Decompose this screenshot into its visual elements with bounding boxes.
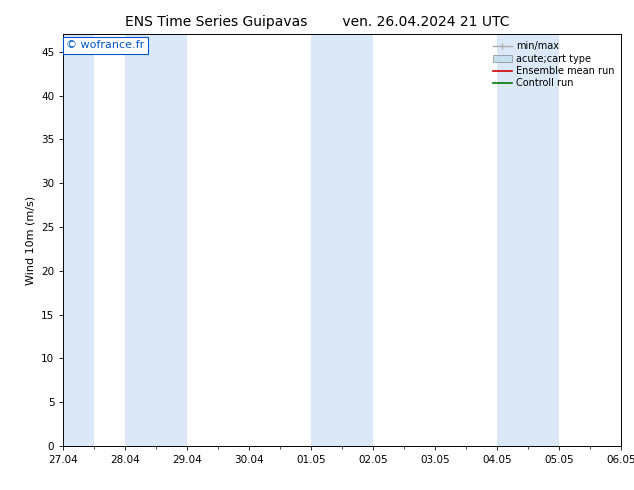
Bar <box>126 34 188 446</box>
Bar <box>63 34 94 446</box>
Text: © wofrance.fr: © wofrance.fr <box>66 41 145 50</box>
Text: ENS Time Series Guipavas        ven. 26.04.2024 21 UTC: ENS Time Series Guipavas ven. 26.04.2024… <box>125 15 509 29</box>
Bar <box>621 34 634 446</box>
Bar <box>497 34 559 446</box>
Bar <box>311 34 373 446</box>
Y-axis label: Wind 10m (m/s): Wind 10m (m/s) <box>25 196 36 285</box>
Legend: min/max, acute;cart type, Ensemble mean run, Controll run: min/max, acute;cart type, Ensemble mean … <box>491 39 616 90</box>
